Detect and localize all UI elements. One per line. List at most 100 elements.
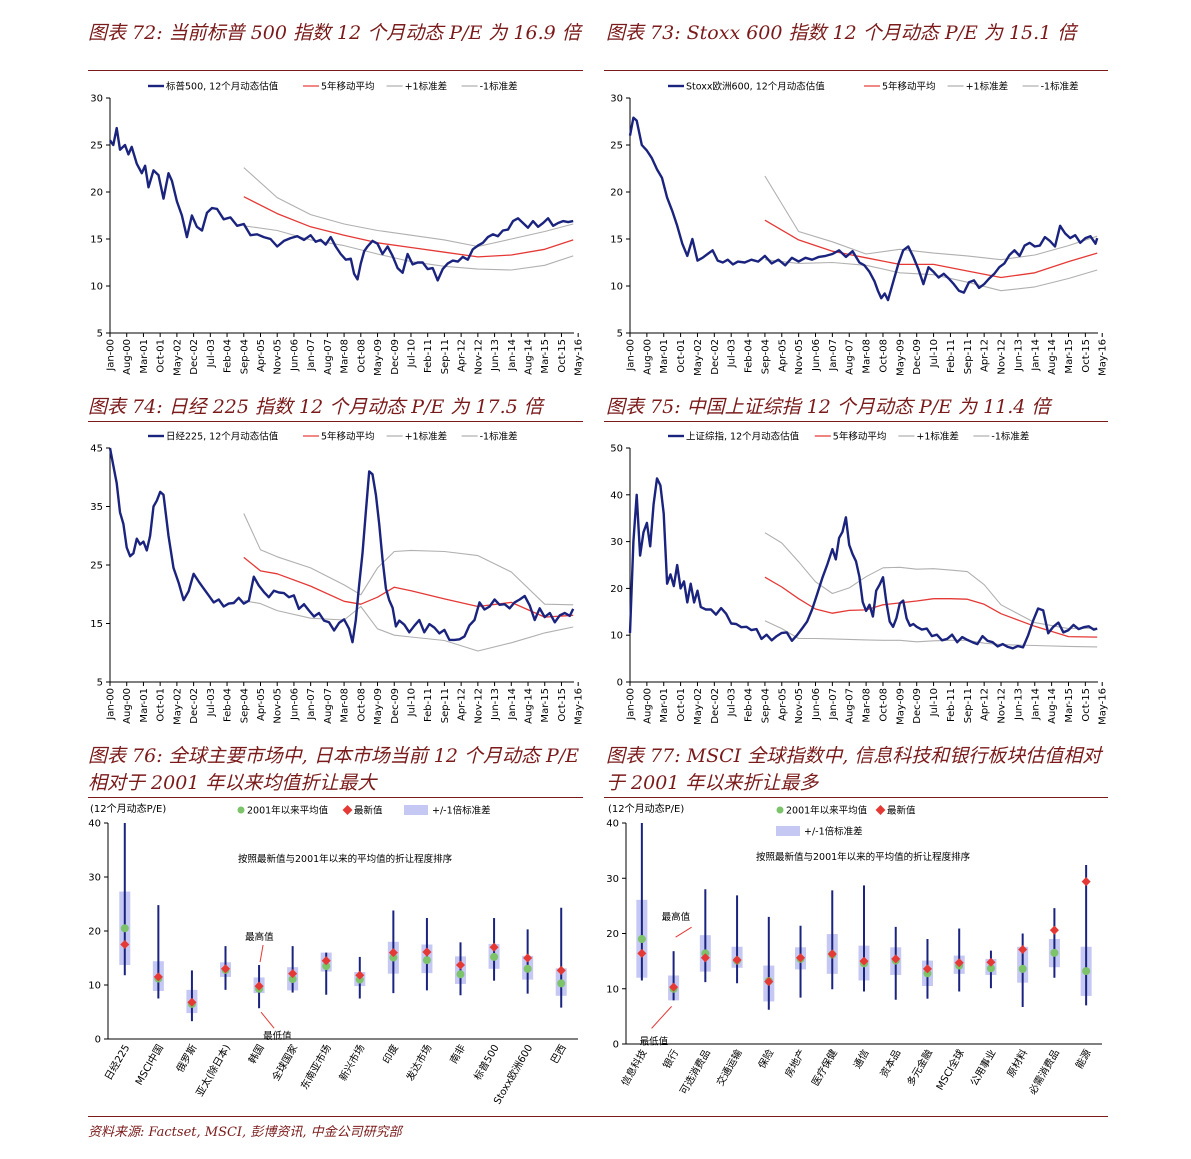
y-tick-label: 25: [90, 561, 103, 572]
legend-label: -1标准差: [991, 431, 1029, 443]
title-divider: [604, 797, 1108, 798]
x-tick-label: Jun-13: [490, 688, 501, 721]
legend-label: +1标准差: [916, 431, 959, 443]
x-category-label: 南非: [447, 1042, 468, 1066]
chart-nikkei225-pe: 5 15 25 35 45 Jan-00 Aug-00 Mar-01 Oct-01 May-02 D…: [90, 431, 584, 725]
x-tick-label: Dec-09: [390, 339, 401, 375]
x-tick-label: Jul-03: [206, 339, 217, 368]
x-tick-label: Feb-04: [744, 688, 755, 722]
x-tick-label: Oct-08: [356, 688, 367, 722]
x-tick-label: Aug-00: [642, 688, 653, 724]
annotation-max: 最高值: [245, 931, 274, 943]
y-tick-label: 20: [88, 927, 101, 938]
x-category-label: 韩国: [245, 1042, 266, 1066]
legend-label: +1标准差: [405, 81, 448, 93]
series-line-5y-ma: [243, 196, 574, 258]
y-tick-label: 35: [90, 502, 103, 513]
y-tick-label: 10: [90, 282, 103, 293]
x-category-label: 发达市场: [403, 1042, 434, 1083]
latest-marker: [1081, 877, 1091, 887]
legend-avg-marker: [237, 806, 245, 814]
x-tick-label: May-16: [1098, 688, 1109, 725]
x-tick-label: Oct-01: [156, 688, 167, 722]
y-tick-label: 30: [88, 873, 101, 884]
x-tick-label: Jan-07: [306, 688, 317, 721]
avg-marker: [120, 924, 129, 933]
latest-marker: [455, 960, 466, 970]
x-tick-label: Aug-07: [845, 339, 856, 375]
latest-marker: [489, 942, 499, 952]
x-tick-label: Mar-08: [340, 688, 351, 723]
x-tick-label: Jun-06: [289, 688, 300, 721]
series-line-5y-ma: [243, 556, 574, 618]
y-tick-label: 25: [90, 141, 103, 152]
legend-label: -1标准差: [480, 81, 518, 93]
x-tick-label: Apr-12: [980, 339, 991, 372]
avg-marker: [422, 956, 431, 965]
x-tick-label: Aug-14: [1047, 339, 1058, 375]
x-tick-label: Mar-01: [659, 688, 670, 723]
x-tick-label: Jun-06: [289, 339, 300, 372]
x-tick-label: Sep-11: [440, 339, 451, 374]
x-category-label: 必需消费品: [1026, 1047, 1062, 1097]
x-tick-label: Jan-14: [507, 339, 518, 372]
x-tick-label: Feb-04: [223, 339, 234, 373]
chart-note: 按照最新值与2001年以来的平均值的折让程度排序: [238, 853, 453, 865]
x-tick-label: Nov-12: [473, 688, 484, 724]
y-tick-label: 5: [617, 329, 623, 340]
x-category-label: MSCI中国: [132, 1042, 166, 1087]
series-line-plus-1sd: [764, 532, 1098, 630]
legend: 2001年以来平均值 最新值 +/-1倍标准差: [237, 805, 491, 817]
x-category-label: 巴西: [548, 1043, 568, 1066]
y-tick-label: 10: [88, 981, 101, 992]
x-tick-label: Jul-10: [406, 339, 417, 368]
y-tick-label: 5: [97, 678, 103, 689]
x-tick-label: Apr-12: [980, 688, 991, 721]
figure-title-77: 图表 77: MSCI 全球指数中, 信息科技和银行板块估值相对于 2001 年…: [606, 745, 1102, 794]
series-line-pe: [628, 116, 1099, 302]
x-tick-label: Apr-05: [256, 339, 267, 372]
x-tick-label: May-16: [1098, 339, 1109, 376]
y-tick-label: 20: [90, 188, 103, 199]
x-tick-label: Oct-15: [557, 339, 568, 373]
x-tick-label: Nov-05: [273, 339, 284, 375]
x-tick-label: Jan-07: [828, 688, 839, 721]
x-tick-label: Mar-08: [862, 688, 873, 723]
legend-latest-marker: [875, 805, 886, 815]
chart-msci-sectors-box: (12个月动态P/E) 0 10 20 30 40 2001年以来平均值 最新值 +/-1倍标准…: [606, 802, 1102, 1097]
x-tick-label: Jun-13: [490, 339, 501, 372]
latest-marker: [288, 969, 298, 979]
y-tick-label: 20: [610, 188, 623, 199]
series-line-pe: [628, 477, 1098, 650]
x-tick-label: Mar-08: [862, 339, 873, 374]
legend-label: +/-1倍标准差: [432, 805, 491, 817]
legend-label: 上证综指, 12个月动态估值: [686, 431, 800, 443]
legend: 标普500, 12个月动态估值 5年移动平均 +1标准差 -1标准差: [148, 81, 518, 93]
x-category-label: 交通运输: [713, 1047, 744, 1088]
x-tick-label: Aug-00: [642, 339, 653, 375]
x-tick-label: Dec-09: [912, 339, 923, 375]
figure-title-72: 图表 72: 当前标普 500 指数 12 个月动态 P/E 为 16.9 倍: [88, 22, 581, 44]
x-category-label: 亚太(除日本): [193, 1042, 233, 1099]
x-tick-label: Jan-00: [626, 339, 637, 372]
x-tick-label: May-02: [693, 688, 704, 725]
series-line-minus-1sd: [243, 225, 574, 271]
x-tick-label: Nov-05: [794, 688, 805, 724]
x-tick-label: Dec-02: [710, 688, 721, 724]
x-tick-label: Sep-04: [239, 339, 250, 374]
x-tick-label: Mar-15: [540, 339, 551, 374]
x-tick-label: Jul-10: [406, 688, 417, 717]
x-tick-label: Dec-02: [189, 339, 200, 375]
annotation-min: 最低值: [640, 1035, 669, 1047]
legend-label: 标普500, 12个月动态估值: [166, 81, 279, 93]
y-tick-label: 20: [610, 584, 623, 595]
series-line-5y-ma: [764, 219, 1098, 279]
x-category-label: 通信: [851, 1048, 871, 1071]
avg-marker: [389, 953, 398, 962]
x-category-label: 原材料: [1004, 1047, 1030, 1079]
x-tick-label: Oct-15: [1081, 339, 1092, 373]
y-tick-label: 15: [90, 619, 103, 630]
y-tick-label: 0: [613, 1040, 619, 1051]
x-tick-label: Oct-15: [557, 688, 568, 722]
x-tick-label: Nov-05: [273, 688, 284, 724]
